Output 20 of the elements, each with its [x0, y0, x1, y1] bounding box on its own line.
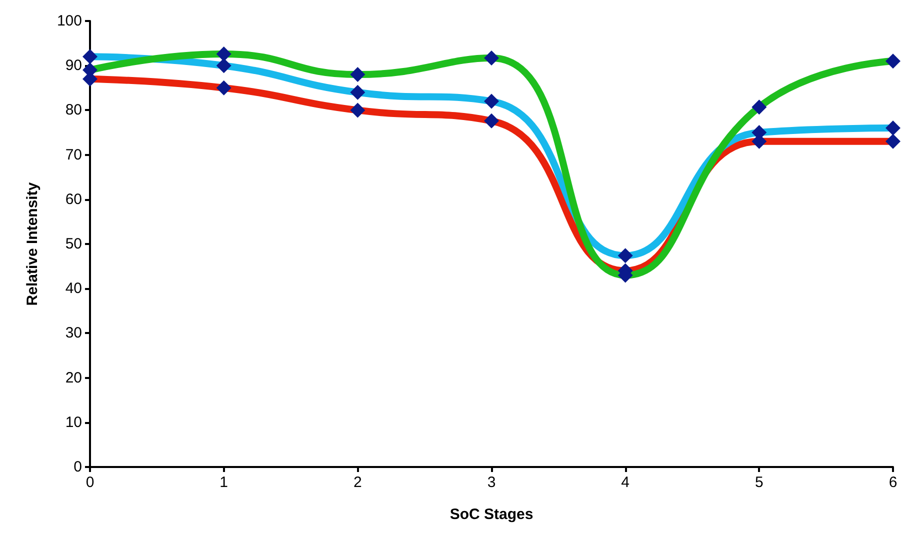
y-tick-label: 40	[65, 280, 82, 298]
x-tick-label: 3	[487, 474, 496, 491]
y-tick-label: 90	[65, 57, 82, 74]
y-tick-label: 80	[65, 102, 82, 119]
x-tick-label: 4	[621, 474, 630, 491]
y-tick-label: 50	[65, 236, 82, 252]
y-tick-label: 10	[65, 414, 82, 431]
y-tick-label: 70	[65, 146, 82, 164]
y-tick-label: 20	[65, 369, 82, 386]
x-tick-label: 1	[220, 474, 228, 491]
x-tick-label: 0	[86, 474, 94, 491]
y-tick-label: 100	[56, 12, 82, 30]
y-axis-title: Relative Intensity	[24, 182, 41, 306]
y-tick-label: 60	[65, 190, 82, 208]
x-tick-label: 5	[754, 474, 764, 491]
x-tick-label: 2	[353, 474, 362, 491]
y-tick-label: 0	[74, 458, 82, 476]
x-tick-label: 6	[888, 474, 898, 491]
y-tick-label: 30	[65, 324, 82, 342]
x-axis-title: SoC Stages	[450, 506, 534, 523]
